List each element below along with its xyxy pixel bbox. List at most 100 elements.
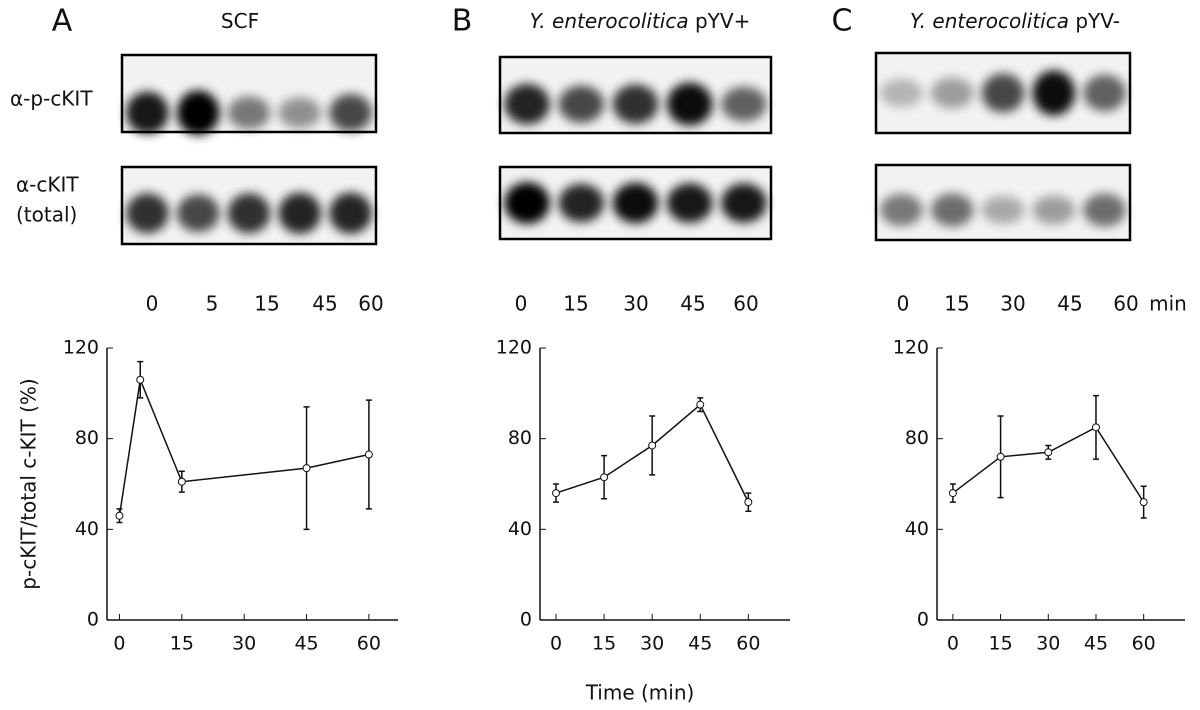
data-point: [136, 375, 145, 384]
blot-band: [176, 90, 220, 136]
blot-band: [126, 193, 169, 234]
data-point: [948, 489, 957, 498]
data-point: [696, 400, 705, 409]
data-point: [115, 511, 124, 520]
blot-band: [1032, 70, 1076, 116]
blot-band: [329, 192, 372, 234]
lane-label: 45: [312, 292, 337, 316]
lane-unit: min: [1149, 292, 1187, 316]
lane-label: 5: [206, 292, 219, 316]
lane-label: 30: [1000, 292, 1025, 316]
lane-label: 60: [1113, 292, 1138, 316]
x-tick-label: 60: [736, 633, 760, 655]
x-tick-label: 45: [294, 633, 318, 655]
data-point: [1139, 498, 1148, 507]
data-point: [177, 477, 186, 486]
lane-label: 0: [897, 292, 910, 316]
blot-band: [1083, 74, 1126, 112]
blot-band: [504, 83, 550, 125]
blot-band: [1083, 193, 1126, 227]
blot-band: [880, 78, 923, 108]
blot-frame: [874, 51, 1132, 135]
title-part: pYV+: [695, 9, 750, 33]
blot-band: [227, 96, 271, 130]
blot-band: [666, 183, 713, 223]
panel-label: A: [52, 4, 73, 39]
y-tick-label: 40: [508, 518, 532, 540]
data-point: [552, 489, 561, 498]
y-tick-label: 120: [893, 337, 929, 359]
x-axis-label: Time (min): [585, 681, 695, 705]
data-point: [600, 473, 609, 482]
data-point: [302, 464, 311, 473]
x-tick-label: 45: [688, 633, 712, 655]
data-point: [996, 452, 1005, 461]
title-part: SCF: [221, 9, 259, 33]
x-tick-label: 30: [1036, 633, 1060, 655]
blot-frame: [120, 53, 378, 134]
data-line: [952, 426, 1145, 503]
x-tick-label: 60: [357, 633, 381, 655]
x-tick-label: 15: [988, 633, 1012, 655]
blot-band: [666, 82, 713, 126]
blot-band: [329, 93, 372, 132]
blot-band: [278, 97, 322, 129]
blot-band: [278, 192, 322, 234]
y-tick-label: 0: [87, 609, 99, 631]
blot-band: [1032, 195, 1076, 225]
data-point: [1044, 448, 1053, 457]
blot-band: [721, 86, 767, 122]
y-axis-label: p-cKIT/total c-KIT (%): [17, 378, 41, 589]
y-tick-label: 120: [496, 337, 532, 359]
lane-label: 45: [1057, 292, 1082, 316]
title-part: pYV-: [1075, 9, 1120, 33]
lane-label: 60: [733, 292, 758, 316]
panel-label: C: [832, 4, 853, 39]
data-point: [364, 450, 373, 459]
y-tick-label: 80: [75, 427, 99, 449]
title-part: Y. enterocolitica: [530, 9, 689, 33]
x-tick-label: 30: [640, 633, 664, 655]
y-tick-label: 120: [63, 337, 99, 359]
y-tick-label: 0: [520, 609, 532, 631]
blot-band: [227, 193, 271, 234]
x-tick-label: 15: [170, 633, 194, 655]
data-point: [648, 441, 657, 450]
blot-band: [176, 194, 220, 233]
title-part: Y. enterocolitica: [910, 9, 1069, 33]
blot-band: [126, 91, 169, 134]
blot-frame: [874, 163, 1132, 242]
data-point: [744, 498, 753, 507]
x-tick-label: 0: [113, 633, 125, 655]
panel-title: Y. enterocolitica pYV-: [910, 9, 1120, 33]
blot-band: [930, 77, 974, 109]
blot-band: [612, 182, 659, 224]
x-tick-label: 30: [232, 633, 256, 655]
blot-band: [612, 84, 659, 124]
y-tick-label: 80: [905, 427, 929, 449]
x-tick-label: 0: [550, 633, 562, 655]
panel-title: Y. enterocolitica pYV+: [530, 9, 751, 33]
lane-label: 45: [680, 292, 705, 316]
lane-label: 60: [358, 292, 383, 316]
x-tick-label: 15: [592, 633, 616, 655]
blot-band: [558, 85, 605, 123]
x-tick-label: 0: [947, 633, 959, 655]
blot-band: [504, 182, 550, 224]
blot-band: [930, 193, 974, 227]
blot-frame: [498, 55, 773, 135]
blot-band: [558, 183, 605, 223]
blot-label: (total): [16, 203, 77, 227]
lane-label: 0: [146, 292, 159, 316]
lane-label: 15: [944, 292, 969, 316]
blot-frame: [120, 165, 378, 246]
data-line: [118, 376, 370, 516]
lane-label: 15: [563, 292, 588, 316]
panel-title: SCF: [221, 9, 259, 33]
blot-band: [981, 73, 1025, 113]
blot-frame: [498, 165, 773, 241]
lane-label: 30: [623, 292, 648, 316]
lane-label: 15: [254, 292, 279, 316]
x-tick-label: 45: [1084, 633, 1108, 655]
